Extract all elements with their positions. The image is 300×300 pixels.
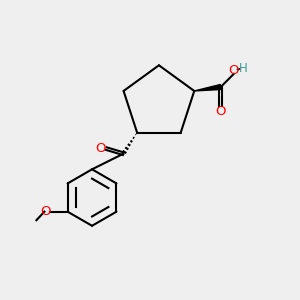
Polygon shape xyxy=(194,85,221,91)
Text: O: O xyxy=(96,142,106,155)
Text: O: O xyxy=(40,205,51,218)
Text: H: H xyxy=(239,62,248,75)
Text: O: O xyxy=(229,64,239,76)
Text: O: O xyxy=(215,105,226,118)
